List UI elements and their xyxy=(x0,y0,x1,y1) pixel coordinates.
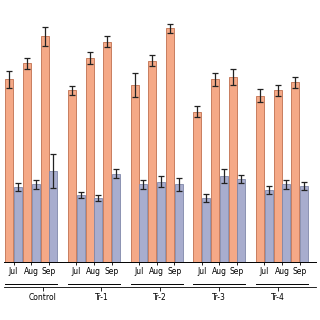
Bar xyxy=(94,198,102,262)
Bar xyxy=(5,79,13,262)
Bar xyxy=(300,186,308,262)
Bar xyxy=(282,184,290,262)
Bar xyxy=(157,182,165,262)
Bar xyxy=(166,28,174,262)
Bar xyxy=(148,61,156,262)
Bar xyxy=(32,184,40,262)
Bar xyxy=(76,195,84,262)
Bar xyxy=(86,58,93,262)
Bar xyxy=(220,176,228,262)
Bar xyxy=(103,42,111,262)
Bar xyxy=(265,190,273,262)
Bar xyxy=(237,179,245,262)
Bar xyxy=(68,90,76,262)
Bar xyxy=(41,36,49,262)
Bar xyxy=(202,198,210,262)
Bar xyxy=(23,63,31,262)
Bar xyxy=(49,171,57,262)
Bar xyxy=(211,79,219,262)
Bar xyxy=(193,112,201,262)
Bar xyxy=(229,77,236,262)
Bar xyxy=(291,82,299,262)
Bar xyxy=(274,90,282,262)
Bar xyxy=(175,184,182,262)
Bar xyxy=(14,187,22,262)
Bar xyxy=(256,96,264,262)
Bar xyxy=(139,184,147,262)
Bar xyxy=(112,174,120,262)
Bar xyxy=(131,85,139,262)
